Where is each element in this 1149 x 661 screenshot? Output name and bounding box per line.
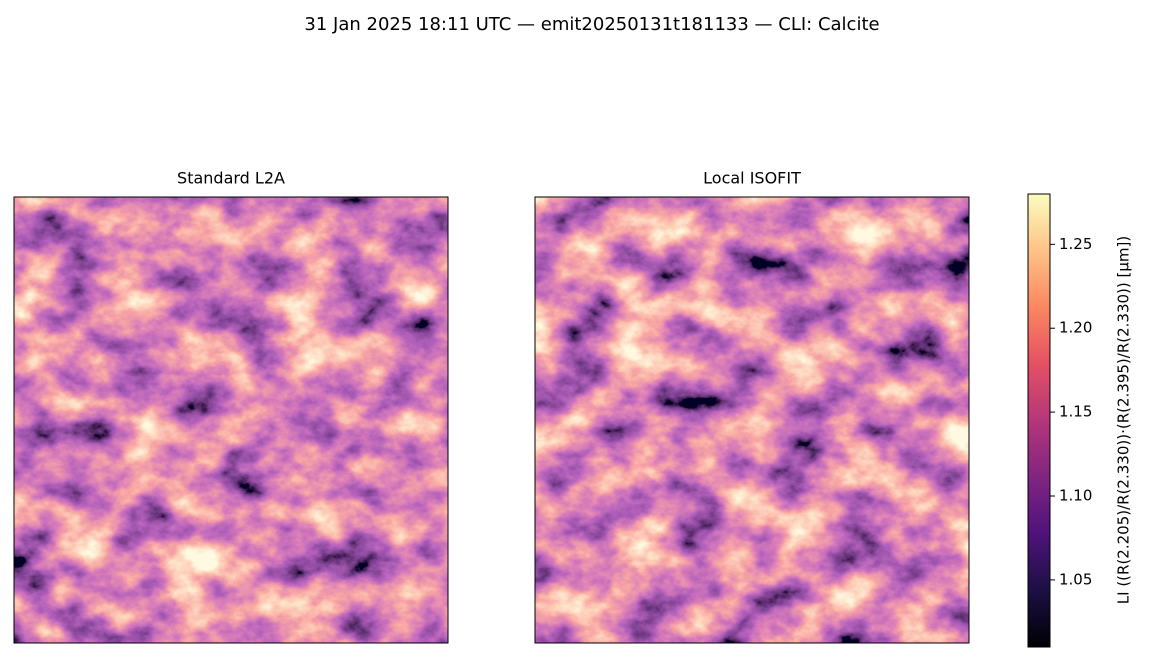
tick-label: 1.15 [1059,403,1092,421]
panel-title: Standard L2A [177,169,285,188]
colorbar [1027,193,1051,648]
tick-label: 1.10 [1059,487,1092,505]
tick-label: 1.05 [1059,570,1092,588]
image [535,197,969,643]
colorbar-label: LI ((R(2.205)/R(2.330))·(R(2.395)/R(2.33… [1115,236,1133,604]
image [14,197,448,643]
image-frame [13,196,449,644]
tick-label: 1.20 [1059,319,1092,337]
figure-title: 31 Jan 2025 18:11 UTC — emit20250131t181… [304,14,879,35]
panel-title: Local ISOFIT [703,169,801,188]
tick-label: 1.25 [1059,235,1092,253]
image-frame [534,196,970,644]
